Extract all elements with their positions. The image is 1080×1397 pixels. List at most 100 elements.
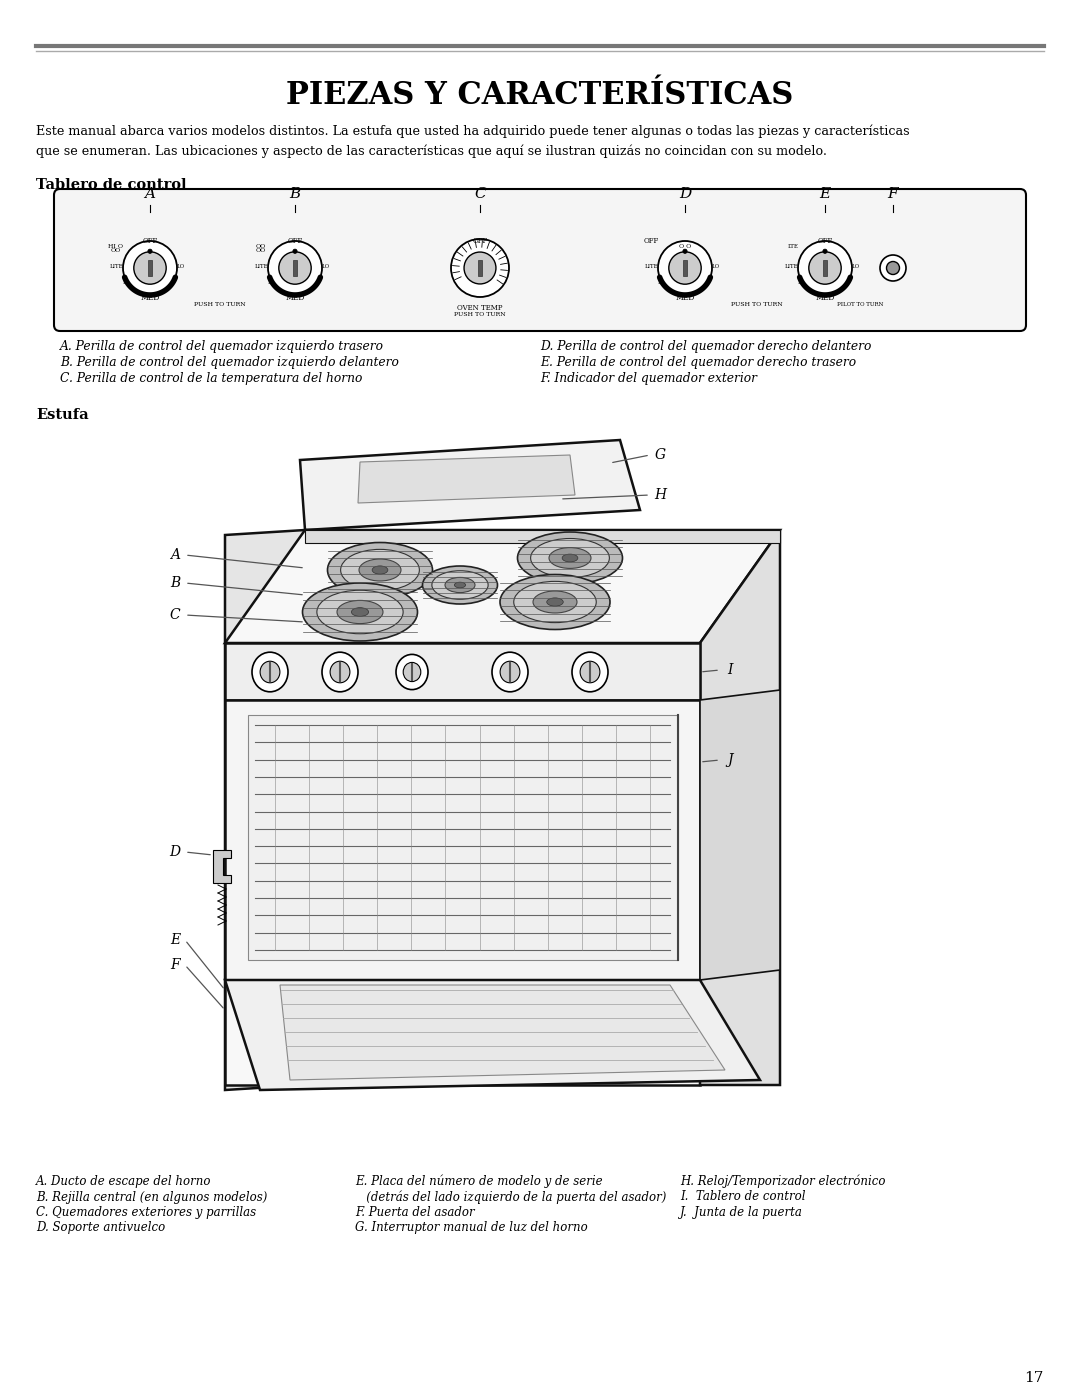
Text: MED: MED [285, 293, 305, 302]
Text: J: J [727, 753, 733, 767]
Ellipse shape [302, 583, 418, 641]
Text: (detrás del lado izquierdo de la puerta del asador): (detrás del lado izquierdo de la puerta … [355, 1190, 666, 1204]
Text: Estufa: Estufa [36, 408, 89, 422]
Text: Este manual abarca varios modelos distintos. La estufa que usted ha adquirido pu: Este manual abarca varios modelos distin… [36, 124, 909, 158]
Text: B: B [170, 576, 180, 590]
Circle shape [279, 251, 311, 284]
Circle shape [683, 249, 687, 253]
Text: LITE: LITE [109, 264, 123, 270]
Text: D: D [679, 187, 691, 201]
Text: LO: LO [177, 264, 185, 270]
Ellipse shape [580, 661, 599, 683]
Text: A: A [170, 548, 180, 562]
Ellipse shape [252, 652, 288, 692]
Polygon shape [225, 643, 700, 1085]
Circle shape [880, 256, 906, 281]
Ellipse shape [316, 591, 403, 634]
Text: PIEZAS Y CARACTERÍSTICAS: PIEZAS Y CARACTERÍSTICAS [286, 80, 794, 110]
Text: LO: LO [322, 264, 330, 270]
Text: B. Rejilla central (en algunos modelos): B. Rejilla central (en algunos modelos) [36, 1190, 268, 1203]
Text: LITE: LITE [645, 264, 658, 270]
Text: A. Perilla de control del quemador izquierdo trasero: A. Perilla de control del quemador izqui… [60, 339, 384, 353]
Text: OO: OO [256, 243, 266, 249]
Polygon shape [305, 529, 780, 543]
Ellipse shape [500, 661, 519, 683]
Text: HI: HI [658, 279, 665, 285]
Text: PILOT TO TURN: PILOT TO TURN [837, 303, 883, 307]
Circle shape [134, 251, 166, 284]
Bar [148, 260, 151, 277]
Text: D: D [170, 845, 180, 859]
Polygon shape [225, 529, 305, 1090]
Text: E: E [170, 933, 180, 947]
Text: OFF: OFF [818, 237, 833, 244]
Ellipse shape [546, 598, 564, 606]
Circle shape [123, 242, 177, 295]
Text: LITE: LITE [254, 264, 268, 270]
Ellipse shape [530, 538, 609, 577]
Text: HI: HI [123, 279, 130, 285]
Circle shape [809, 251, 841, 284]
Text: 17: 17 [1025, 1370, 1044, 1384]
Text: O O: O O [679, 243, 691, 249]
Text: OFF: OFF [143, 237, 158, 244]
Ellipse shape [403, 662, 421, 682]
Text: I: I [727, 664, 732, 678]
Circle shape [293, 249, 297, 253]
Text: G: G [654, 448, 665, 462]
Text: PUSH TO TURN: PUSH TO TURN [455, 312, 505, 317]
Circle shape [148, 249, 152, 253]
Ellipse shape [445, 577, 475, 592]
Ellipse shape [340, 549, 419, 591]
Ellipse shape [455, 583, 465, 588]
Bar [684, 260, 687, 277]
Text: PUSH TO TURN: PUSH TO TURN [194, 303, 246, 307]
Text: F. Indicador del quemador exterior: F. Indicador del quemador exterior [540, 372, 757, 386]
Ellipse shape [517, 532, 622, 584]
Ellipse shape [572, 652, 608, 692]
Text: MED: MED [815, 293, 835, 302]
Polygon shape [248, 715, 678, 960]
Text: A: A [145, 187, 156, 201]
Text: F. Puerta del asador: F. Puerta del asador [355, 1206, 474, 1220]
Text: D. Perilla de control del quemador derecho delantero: D. Perilla de control del quemador derec… [540, 339, 872, 353]
Text: C. Perilla de control de la temperatura del horno: C. Perilla de control de la temperatura … [60, 372, 363, 386]
Text: LO: LO [712, 264, 720, 270]
Ellipse shape [322, 652, 357, 692]
Text: B. Perilla de control del quemador izquierdo delantero: B. Perilla de control del quemador izqui… [60, 356, 399, 369]
Circle shape [798, 242, 852, 295]
Ellipse shape [549, 548, 591, 569]
Polygon shape [213, 849, 231, 883]
Ellipse shape [260, 661, 280, 683]
Bar [294, 260, 297, 277]
Text: I.  Tablero de control: I. Tablero de control [680, 1190, 806, 1203]
Text: F: F [888, 187, 899, 201]
Text: HI: HI [798, 279, 805, 285]
Text: B: B [289, 187, 300, 201]
Ellipse shape [396, 654, 428, 690]
Ellipse shape [330, 661, 350, 683]
Text: E. Placa del número de modelo y de serie: E. Placa del número de modelo y de serie [355, 1175, 603, 1189]
Text: HI O: HI O [108, 243, 123, 249]
Circle shape [823, 249, 827, 253]
Polygon shape [225, 981, 760, 1090]
Text: OVEN TEMP: OVEN TEMP [457, 305, 503, 312]
Polygon shape [300, 440, 640, 529]
Text: H. Reloj/Temporizador electrónico: H. Reloj/Temporizador electrónico [680, 1175, 886, 1189]
Text: E. Perilla de control del quemador derecho trasero: E. Perilla de control del quemador derec… [540, 356, 856, 369]
Ellipse shape [359, 559, 401, 581]
Circle shape [658, 242, 712, 295]
Ellipse shape [373, 566, 388, 574]
Text: C: C [474, 187, 486, 201]
Ellipse shape [422, 566, 498, 604]
Polygon shape [225, 529, 780, 643]
Polygon shape [280, 985, 725, 1080]
Ellipse shape [351, 608, 368, 616]
Circle shape [887, 261, 900, 274]
Text: F: F [171, 958, 179, 972]
Text: H: H [653, 488, 666, 502]
Text: OO: OO [256, 249, 266, 253]
Polygon shape [225, 700, 700, 981]
Ellipse shape [500, 574, 610, 630]
Ellipse shape [562, 555, 578, 562]
